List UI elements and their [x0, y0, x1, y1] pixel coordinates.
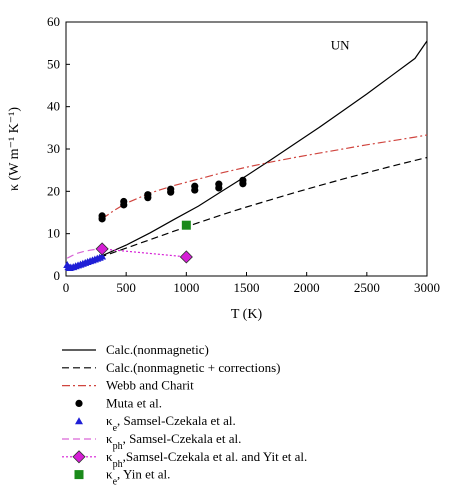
data-point: [167, 185, 175, 193]
data-point: [120, 197, 128, 206]
series-8: [181, 220, 191, 230]
legend-text-part: κ: [106, 431, 113, 446]
data-point: [179, 250, 193, 264]
y-tick-label: 20: [47, 183, 60, 198]
data-point: [239, 176, 247, 184]
plot-frame: [65, 21, 428, 277]
series-7: [95, 242, 193, 264]
legend-item: κph,Samsel-Czekala et al. and Yit et al.: [62, 449, 307, 470]
series-3: [101, 134, 428, 220]
legend-text-part: , Samsel-Czekala et al.: [117, 413, 236, 428]
legend-subscript: e: [113, 423, 118, 434]
legend-swatch-marker: [75, 417, 83, 425]
legend: Calc.(nonmagnetic) Calc.(nonmagnetic + co…: [62, 342, 307, 487]
series-2: [68, 156, 428, 269]
series-line: [68, 156, 428, 269]
legend-swatch-marker: [74, 470, 84, 480]
y-axis-label: κ (W m⁻¹ K⁻¹): [7, 107, 22, 191]
series-4: [98, 176, 247, 223]
legend-swatch-marker: [75, 399, 83, 407]
x-tick-label: 500: [116, 280, 136, 295]
series-line: [66, 248, 103, 259]
series-1: [68, 40, 428, 269]
legend-label: κe, Samsel-Czekala et al.: [106, 413, 236, 434]
plot-area: 0 500 1000 1500 2000 2500 3000 0 10 20 30 40 50 60 U…: [47, 14, 440, 295]
legend-label: Webb and Charit: [106, 378, 194, 393]
x-tick-label: 1000: [173, 280, 199, 295]
x-axis-ticks: 0 500 1000 1500 2000 2500 3000: [63, 272, 440, 295]
legend-label: κe, Yin et al.: [106, 467, 170, 488]
data-point: [95, 242, 109, 256]
series-line: [68, 40, 428, 269]
legend-text-part: κ: [106, 449, 113, 464]
series-6: [66, 248, 103, 259]
legend-text-part: , Samsel-Czekala et al.: [123, 431, 242, 446]
legend-item: Calc.(nonmagnetic + corrections): [62, 360, 280, 375]
series-line: [101, 134, 428, 220]
x-axis-label: T (K): [231, 307, 263, 322]
legend-item: κe, Samsel-Czekala et al.: [75, 413, 236, 434]
data-point: [98, 212, 106, 220]
legend-text-part: , Yin et al.: [117, 467, 170, 482]
y-tick-label: 10: [47, 226, 60, 241]
legend-label: κph,Samsel-Czekala et al. and Yit et al.: [106, 449, 307, 470]
data-point: [215, 180, 223, 188]
legend-text-part: κ: [106, 413, 113, 428]
y-tick-label: 0: [54, 268, 61, 283]
y-tick-label: 60: [47, 14, 60, 29]
series-line: [102, 248, 187, 258]
legend-item: κph, Samsel-Czekala et al.: [62, 431, 241, 452]
x-tick-label: 2000: [294, 280, 320, 295]
series-5: [63, 252, 107, 271]
data-point: [181, 220, 191, 230]
x-tick-label: 3000: [414, 280, 440, 295]
legend-subscript: e: [113, 476, 118, 487]
data-point: [191, 182, 199, 190]
data-point: [98, 252, 107, 260]
series-layer: [63, 40, 428, 271]
legend-text-part: ,Samsel-Czekala et al. and Yit et al.: [123, 449, 308, 464]
y-tick-label: 50: [47, 56, 60, 71]
legend-text-part: κ: [106, 467, 113, 482]
legend-swatch-marker: [72, 450, 86, 464]
legend-subscript: ph: [113, 458, 123, 469]
legend-label: Calc.(nonmagnetic + corrections): [106, 360, 280, 375]
x-tick-label: 1500: [234, 280, 260, 295]
x-tick-label: 2500: [354, 280, 380, 295]
data-point: [144, 191, 152, 199]
legend-item: Muta et al.: [75, 395, 162, 410]
legend-label: Calc.(nonmagnetic): [106, 342, 209, 357]
legend-item: Webb and Charit: [62, 378, 194, 393]
legend-label: Muta et al.: [106, 395, 162, 410]
x-tick-label: 0: [63, 280, 70, 295]
chart-annotation: UN: [331, 38, 350, 53]
legend-subscript: ph: [113, 441, 123, 452]
legend-item: κe, Yin et al.: [74, 467, 170, 488]
y-tick-label: 40: [47, 99, 60, 114]
legend-label: κph, Samsel-Czekala et al.: [106, 431, 241, 452]
legend-item: Calc.(nonmagnetic): [62, 342, 209, 357]
y-tick-label: 30: [47, 141, 60, 156]
y-axis-ticks: 0 10 20 30 40 50 60: [47, 14, 70, 283]
